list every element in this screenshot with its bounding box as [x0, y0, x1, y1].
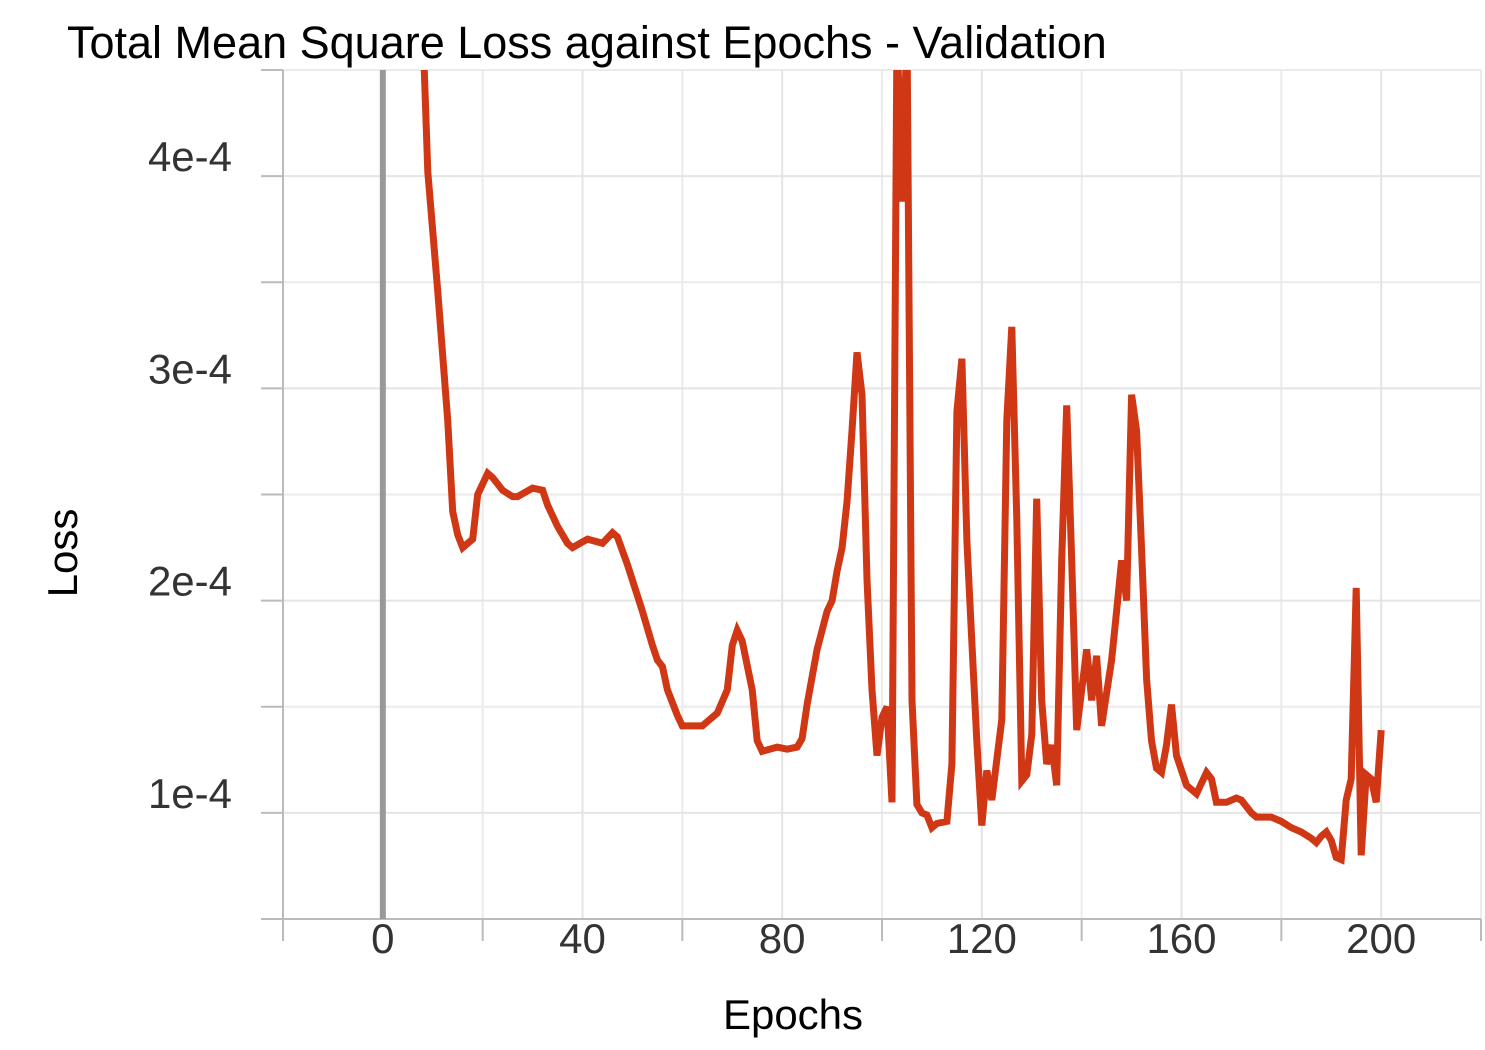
x-tick-label: 80	[759, 915, 806, 962]
x-tick-label: 0	[371, 915, 394, 962]
y-tick-label: 2e-4	[148, 558, 232, 605]
y-axis-title: Loss	[39, 509, 86, 598]
y-tick-label: 1e-4	[148, 770, 232, 817]
chart-title: Total Mean Square Loss against Epochs - …	[67, 17, 1107, 68]
x-axis-title: Epochs	[723, 991, 863, 1038]
line-series	[420, 70, 1385, 865]
x-tick-label: 40	[559, 915, 606, 962]
y-tick-label: 4e-4	[148, 133, 232, 180]
x-tick-label: 120	[947, 915, 1017, 962]
x-tick-label: 200	[1346, 915, 1416, 962]
x-tick-label: 160	[1146, 915, 1216, 962]
y-tick-label: 3e-4	[148, 345, 232, 392]
plot-area	[420, 70, 1385, 865]
grid: 1e-4 2e-4 3e-4 4e-4 0 40 80 120 160 200	[148, 69, 1482, 962]
